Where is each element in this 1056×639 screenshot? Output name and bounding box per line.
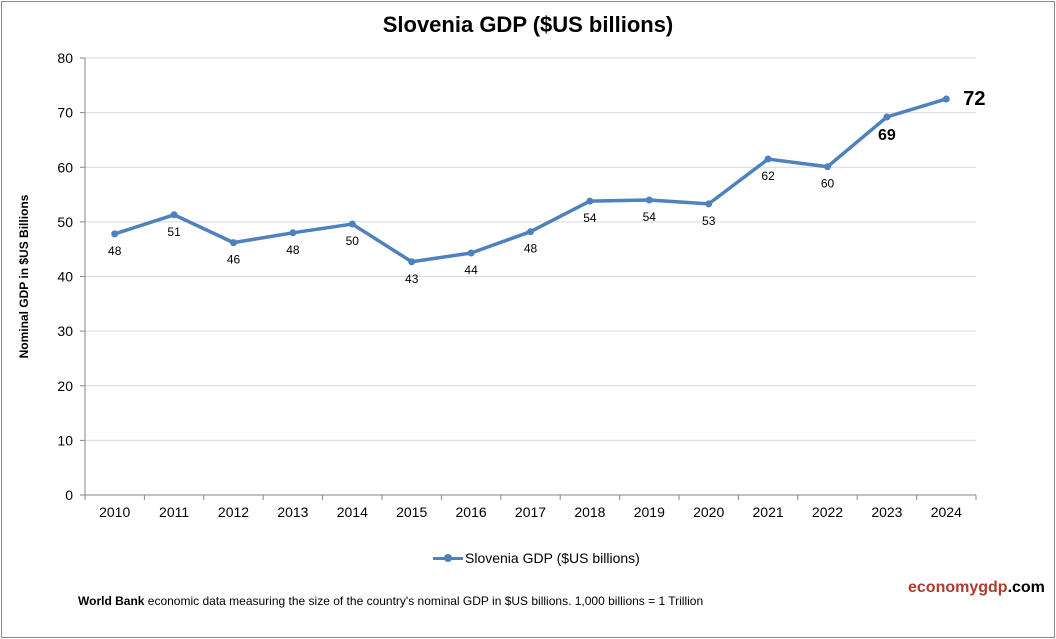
data-point	[942, 95, 950, 103]
x-tick-label: 2014	[337, 504, 368, 520]
data-point	[408, 258, 416, 266]
y-tick-label: 20	[57, 378, 73, 394]
data-label: 48	[524, 242, 538, 256]
data-point	[467, 249, 475, 257]
data-label: 54	[643, 210, 657, 224]
data-point	[111, 230, 119, 238]
data-label: 51	[167, 225, 181, 239]
data-point	[527, 228, 534, 236]
y-tick-label: 40	[57, 269, 73, 285]
legend-label: Slovenia GDP ($US billions)	[465, 550, 640, 566]
footer-note: World Bank economic data measuring the s…	[78, 594, 703, 608]
y-tick-label: 50	[57, 214, 73, 230]
x-tick-label: 2016	[456, 504, 487, 520]
x-tick-label: 2021	[753, 504, 784, 520]
x-tick-label: 2010	[99, 504, 130, 520]
data-label: 50	[346, 234, 360, 248]
x-tick-label: 2011	[159, 504, 189, 520]
data-label: 69	[878, 127, 896, 144]
data-point	[883, 113, 891, 121]
y-tick-label: 70	[57, 105, 73, 121]
legend: Slovenia GDP ($US billions)	[433, 550, 640, 566]
y-tick-label: 30	[57, 323, 73, 339]
x-tick-label: 2012	[218, 504, 249, 520]
y-tick-label: 10	[57, 432, 73, 448]
x-tick-label: 2024	[931, 504, 962, 520]
data-label: 43	[405, 272, 419, 286]
data-point	[230, 239, 237, 247]
data-label: 62	[761, 169, 775, 183]
legend-marker-icon	[433, 552, 463, 564]
data-point	[705, 200, 713, 208]
x-tick-label: 2023	[871, 504, 902, 520]
x-tick-label: 2017	[515, 504, 546, 520]
x-tick-label: 2020	[693, 504, 724, 520]
x-tick-label: 2019	[634, 504, 665, 520]
brand-tld: .com	[1007, 579, 1045, 596]
data-point	[764, 155, 772, 163]
data-label: 54	[583, 211, 597, 225]
data-label: 72	[963, 88, 985, 110]
brand-logo[interactable]: economygdp.com	[908, 579, 1045, 597]
data-point	[586, 197, 594, 205]
data-label: 48	[108, 244, 122, 258]
x-tick-label: 2013	[277, 504, 308, 520]
data-label: 46	[227, 253, 241, 267]
data-label: 60	[821, 177, 835, 191]
y-axis-title: Nominal GDP in $US Billions	[17, 194, 31, 358]
data-point	[170, 211, 178, 219]
data-label: 53	[702, 214, 716, 228]
source-text: economic data measuring the size of the …	[144, 594, 704, 608]
x-tick-label: 2022	[812, 504, 843, 520]
x-tick-label: 2018	[574, 504, 605, 520]
data-point	[348, 220, 356, 228]
y-tick-label: 0	[65, 487, 73, 503]
brand-name: economygdp	[908, 579, 1008, 596]
data-point	[824, 163, 831, 171]
y-tick-label: 60	[57, 159, 73, 175]
data-label: 44	[464, 263, 478, 277]
data-point	[289, 229, 297, 237]
source-name: World Bank	[78, 594, 145, 608]
x-tick-label: 2015	[396, 504, 427, 520]
chart-title: Slovenia GDP ($US billions)	[382, 12, 674, 37]
data-label: 48	[286, 243, 300, 257]
y-tick-label: 80	[57, 50, 73, 66]
data-point	[645, 196, 653, 204]
